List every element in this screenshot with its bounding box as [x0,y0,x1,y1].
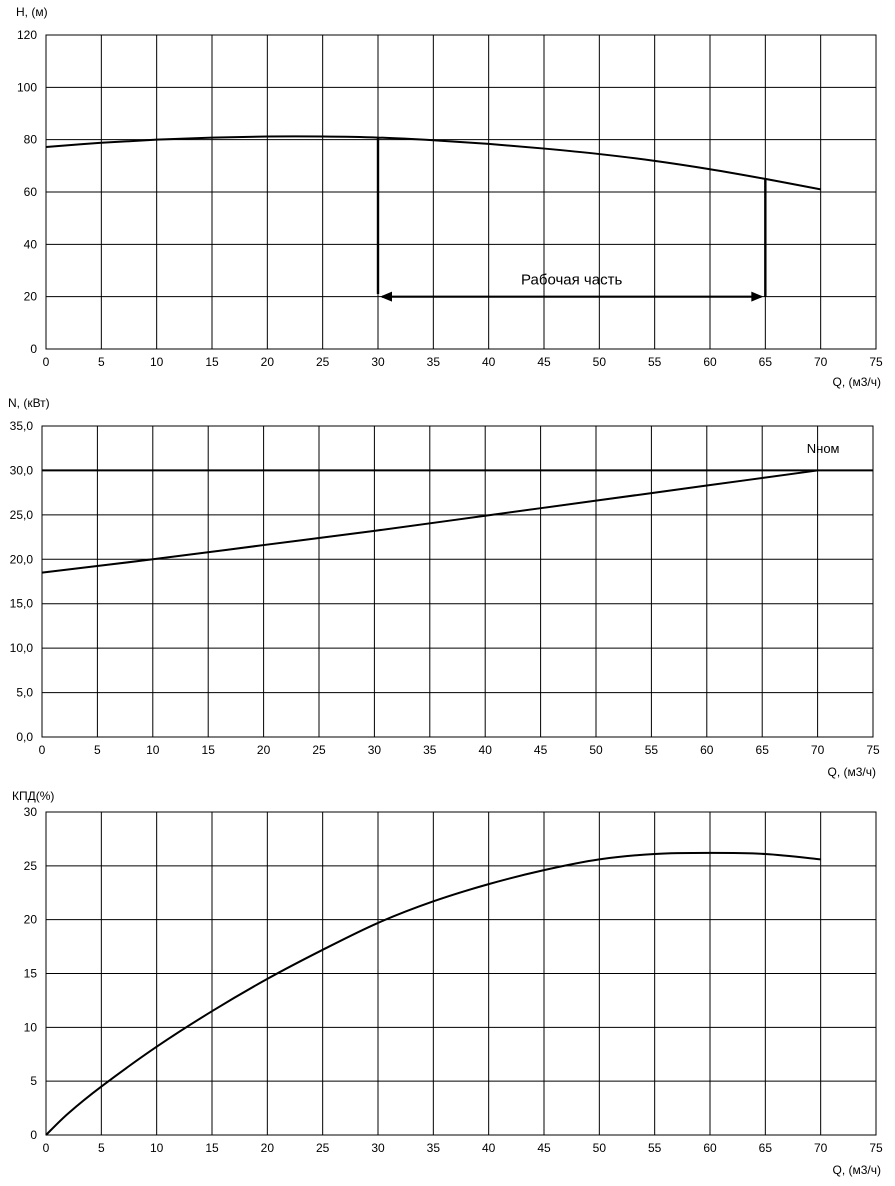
plot-frame [41,425,874,738]
x-axis-title: Q, (м3/ч) [832,375,881,389]
x-tick-label: 40 [482,355,496,369]
x-tick-label: 65 [759,1141,773,1155]
y-tick-label: 0 [30,342,37,356]
y-tick-label: 0 [30,1128,37,1142]
x-tick-label: 30 [371,1141,385,1155]
x-axis-title: Q, (м3/ч) [827,765,876,779]
y-tick-label: 5 [30,1074,37,1088]
series-line-efficiency [45,851,821,1136]
x-tick-label: 70 [814,355,828,369]
x-tick-label: 60 [703,1141,717,1155]
series-line-power [41,469,818,574]
x-tick-label: 0 [43,1141,50,1155]
y-axis-title: H, (м) [16,5,48,19]
y-tick-label: 25 [24,859,38,873]
x-tick-label: 10 [150,1141,164,1155]
y-tick-label: 15 [24,967,38,981]
chart-power: 0 5 10 15 20 25 30 35 40 45 50 55 60 65 70 75 0,0 5,0 10,0… [8,396,880,779]
y-tick-label: 25,0 [10,508,34,522]
series-line-head [45,135,821,191]
x-tick-label: 50 [593,355,607,369]
x-tick-label: 25 [316,355,330,369]
y-tick-label: 10 [24,1020,38,1034]
x-axis-title: Q, (м3/ч) [832,1163,881,1177]
x-tick-label: 15 [205,355,219,369]
y-tick-label: 30 [24,805,38,819]
x-tick-label: 30 [371,355,385,369]
y-tick-label: 80 [24,133,38,147]
chart-efficiency: 0 5 10 15 20 25 30 35 40 45 50 55 60 65 70 75 0 5 10 15 20 25… [12,789,883,1177]
y-axis-title: N, (кВт) [8,396,50,410]
x-tick-label: 55 [645,743,659,757]
y-tick-label: 0,0 [16,730,33,744]
x-tick-label: 75 [869,355,883,369]
x-tick-label: 10 [150,355,164,369]
x-tick-label: 5 [98,1141,105,1155]
chart-head: 0 5 10 15 20 25 30 35 40 45 50 55 60 65 70 75 0 20 40 60 80 1… [16,5,883,389]
nominal-power-label: Nном [807,441,840,456]
x-tick-label: 60 [700,743,714,757]
arrow-head-right [751,291,764,302]
x-tick-label: 0 [39,743,46,757]
plot-frame [45,34,877,350]
x-tick-label: 20 [261,355,275,369]
x-tick-label: 25 [316,1141,330,1155]
x-tick-label: 45 [537,1141,551,1155]
y-tick-label: 100 [17,80,37,94]
y-tick-label: 60 [24,185,38,199]
plot-frame [45,811,877,1136]
x-tick-label: 40 [479,743,493,757]
y-tick-label: 5,0 [16,686,33,700]
arrow-head-left [380,291,392,302]
y-tick-label: 20 [24,290,38,304]
x-tick-label: 70 [814,1141,828,1155]
x-tick-label: 50 [589,743,603,757]
x-tick-label: 35 [427,1141,441,1155]
y-tick-label: 10,0 [10,641,34,655]
x-tick-label: 60 [703,355,717,369]
y-tick-label: 40 [24,237,38,251]
x-tick-label: 15 [202,743,216,757]
x-tick-label: 25 [312,743,326,757]
x-tick-label: 20 [257,743,271,757]
x-tick-label: 15 [205,1141,219,1155]
x-tick-label: 40 [482,1141,496,1155]
y-axis-title: КПД(%) [12,789,54,803]
x-tick-label: 35 [427,355,441,369]
y-tick-label: 35,0 [10,419,34,433]
working-range-label: Рабочая часть [521,272,622,289]
y-tick-label: 120 [17,28,37,42]
x-tick-label: 5 [94,743,101,757]
x-tick-label: 45 [534,743,548,757]
x-tick-label: 35 [423,743,437,757]
x-tick-label: 55 [648,355,662,369]
y-tick-label: 20,0 [10,552,34,566]
y-tick-label: 20 [24,913,38,927]
x-tick-label: 10 [146,743,160,757]
x-tick-label: 50 [593,1141,607,1155]
x-tick-label: 75 [866,743,880,757]
y-tick-label: 30,0 [10,463,34,477]
x-tick-label: 65 [759,355,773,369]
x-tick-label: 55 [648,1141,662,1155]
x-tick-label: 75 [869,1141,883,1155]
x-tick-label: 30 [368,743,382,757]
x-tick-label: 5 [98,355,105,369]
x-tick-label: 0 [43,355,50,369]
x-tick-label: 70 [811,743,825,757]
x-tick-label: 65 [756,743,770,757]
x-tick-label: 20 [261,1141,275,1155]
y-tick-label: 15,0 [10,597,34,611]
x-tick-label: 45 [537,355,551,369]
